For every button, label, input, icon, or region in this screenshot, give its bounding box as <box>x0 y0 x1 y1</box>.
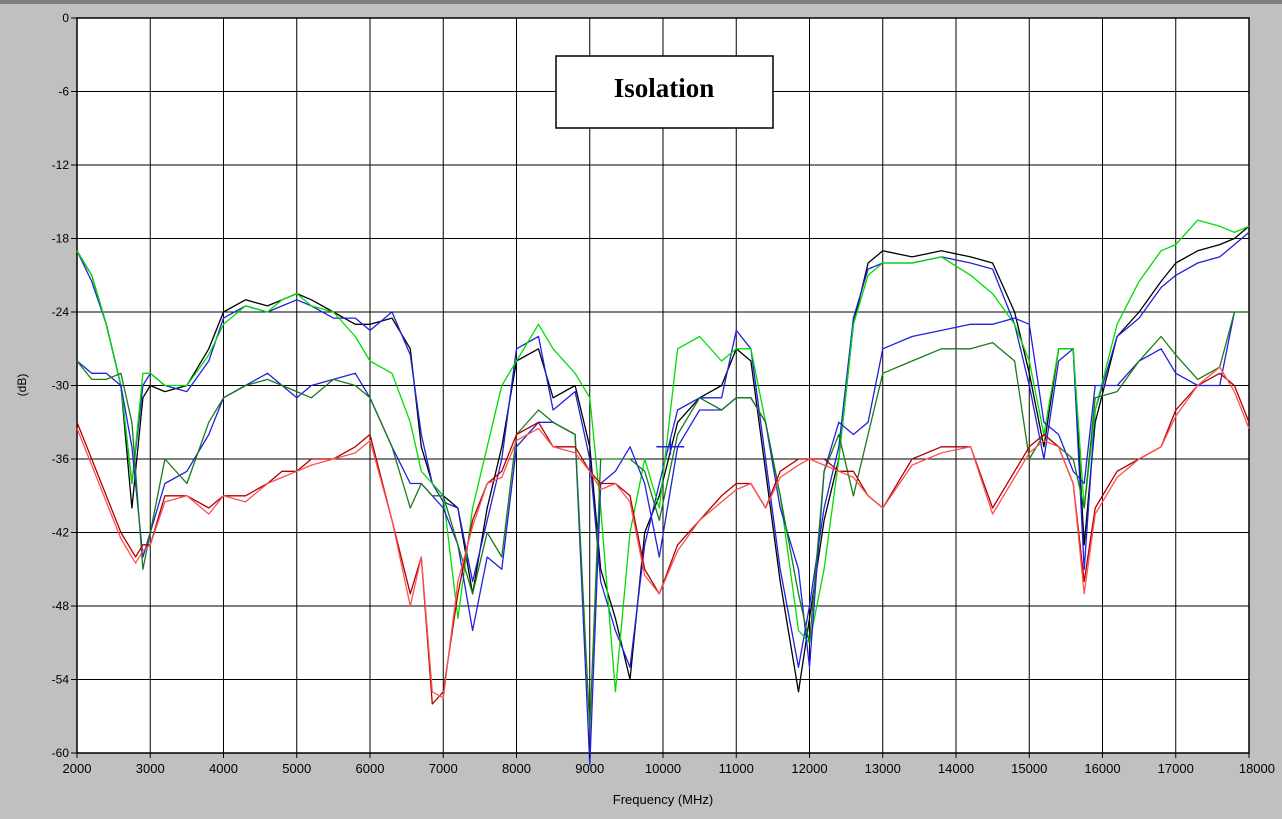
x-axis-label: Frequency (MHz) <box>613 792 713 807</box>
x-tick-label-6: 8000 <box>502 761 531 776</box>
x-tick-layer: 2000 3000 4000 5000 6000 7000 8000 9000 10000 110… <box>63 753 1275 776</box>
y-tick-label-0: 0 <box>62 11 69 25</box>
y-tick-layer: 0 -6 -12 -18 -24 -30 -36 -42 -48 -54 -60 <box>52 11 77 760</box>
frame-top-line <box>0 0 1282 4</box>
x-tick-label-14: 16000 <box>1084 761 1120 776</box>
x-tick-label-5: 7000 <box>429 761 458 776</box>
x-tick-label-12: 14000 <box>938 761 974 776</box>
x-tick-label-11: 13000 <box>865 761 901 776</box>
x-tick-label-2: 4000 <box>209 761 238 776</box>
x-tick-label-0: 2000 <box>63 761 92 776</box>
x-tick-label-9: 11000 <box>719 761 754 776</box>
x-tick-label-4: 6000 <box>356 761 385 776</box>
series-line-6 <box>76 366 1250 699</box>
x-tick-label-7: 9000 <box>575 761 604 776</box>
chart-title-box: Isolation <box>555 55 774 129</box>
x-tick-label-1: 3000 <box>136 761 165 776</box>
chart-title-frame <box>555 55 774 129</box>
y-tick-label-4: -24 <box>52 305 70 319</box>
x-tick-label-10: 12000 <box>791 761 827 776</box>
x-tick-label-15: 17000 <box>1158 761 1194 776</box>
series-line-2 <box>76 219 1250 693</box>
x-tick-label-16: 18000 <box>1239 761 1275 776</box>
series-line-5 <box>76 372 1250 705</box>
y-axis-label: (dB) <box>15 374 29 397</box>
y-tick-label-10: -60 <box>52 746 70 760</box>
x-tick-label-3: 5000 <box>282 761 311 776</box>
y-tick-label-7: -42 <box>52 526 70 540</box>
y-tick-label-6: -36 <box>52 452 70 466</box>
x-tick-label-8: 10000 <box>645 761 681 776</box>
y-tick-label-5: -30 <box>52 379 70 393</box>
series-layer <box>76 219 1250 766</box>
y-tick-label-8: -48 <box>52 599 70 613</box>
chart-title: Isolation <box>614 73 715 103</box>
y-tick-label-2: -12 <box>52 158 70 172</box>
series-line-0 <box>76 225 1250 693</box>
marker-layer <box>656 438 685 455</box>
y-tick-label-9: -54 <box>52 673 70 687</box>
series-line-3 <box>76 311 1249 766</box>
y-tick-label-3: -18 <box>52 232 70 246</box>
x-tick-label-13: 15000 <box>1011 761 1047 776</box>
y-tick-label-1: -6 <box>58 85 69 99</box>
